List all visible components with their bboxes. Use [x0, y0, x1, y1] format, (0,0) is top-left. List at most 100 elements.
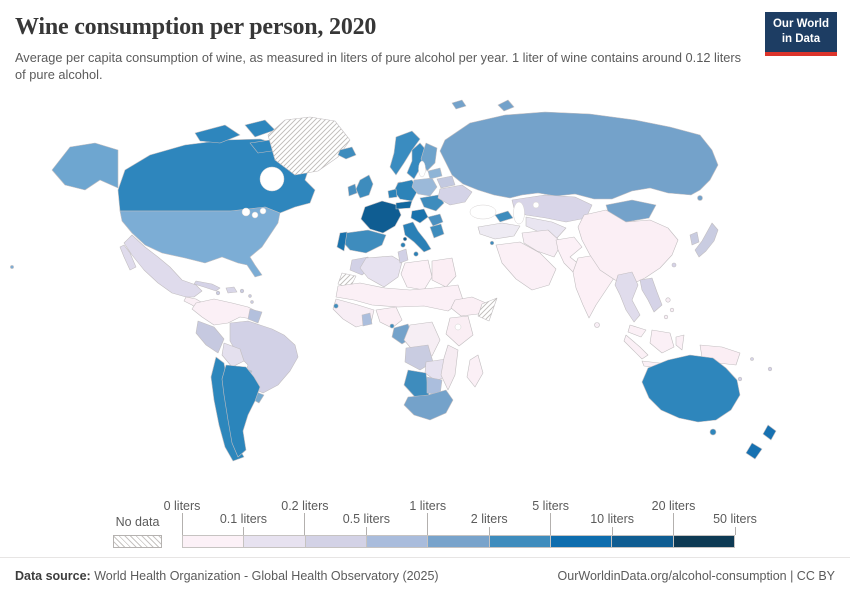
country-iceland[interactable]	[337, 146, 357, 160]
country-ethiopia[interactable]	[450, 296, 487, 317]
country-bolivia[interactable]	[221, 342, 245, 368]
country-taiwan[interactable]	[671, 262, 677, 268]
country-usa[interactable]	[119, 206, 281, 278]
country-philippines-2[interactable]	[669, 307, 675, 313]
country-norway[interactable]	[389, 130, 421, 176]
country-jamaica[interactable]	[215, 290, 221, 296]
country-portugal[interactable]	[336, 231, 348, 252]
country-philippines-3[interactable]	[663, 314, 669, 320]
country-hungary-romania[interactable]	[419, 194, 445, 212]
country-south-africa[interactable]	[403, 389, 454, 421]
country-serbia-bulgaria[interactable]	[427, 213, 444, 227]
country-france[interactable]	[360, 200, 402, 234]
country-svalbard[interactable]	[451, 99, 467, 110]
country-mexico[interactable]	[123, 234, 203, 298]
country-ireland[interactable]	[347, 183, 358, 197]
country-peru[interactable]	[195, 320, 225, 354]
legend-bin[interactable]	[243, 536, 305, 547]
legend-bin[interactable]	[611, 536, 673, 547]
country-new-caledonia[interactable]	[737, 376, 743, 382]
country-cuba[interactable]	[193, 280, 221, 292]
country-sweden[interactable]	[406, 142, 428, 180]
legend-bin[interactable]	[183, 536, 244, 547]
country-argentina[interactable]	[221, 364, 261, 458]
country-guinea-bissau[interactable]	[333, 303, 339, 309]
country-antilles-1[interactable]	[248, 294, 252, 298]
legend-bin[interactable]	[304, 536, 366, 547]
country-guyanas[interactable]	[247, 308, 263, 324]
country-sakhalin[interactable]	[697, 195, 703, 201]
country-japan[interactable]	[694, 222, 719, 258]
owid-logo-line2: in Data	[781, 32, 821, 45]
country-belarus[interactable]	[436, 175, 456, 189]
country-namibia[interactable]	[403, 369, 430, 398]
country-ukraine[interactable]	[437, 184, 473, 206]
country-sri-lanka[interactable]	[594, 322, 600, 328]
country-libya[interactable]	[400, 259, 433, 291]
country-eq-guinea[interactable]	[389, 323, 395, 329]
country-switzerland-austria[interactable]	[395, 200, 413, 210]
legend-tick-label: 5 liters	[532, 499, 570, 513]
country-spain[interactable]	[341, 229, 387, 254]
country-corsica[interactable]	[402, 236, 408, 242]
country-benelux[interactable]	[387, 188, 398, 199]
country-madagascar[interactable]	[466, 354, 484, 388]
country-alaska[interactable]	[51, 142, 119, 191]
country-algeria[interactable]	[359, 255, 403, 288]
country-sicily[interactable]	[413, 251, 419, 257]
country-hawaii[interactable]	[10, 265, 14, 269]
country-somalia[interactable]	[477, 297, 498, 322]
country-iran[interactable]	[521, 229, 563, 258]
country-solomon-islands[interactable]	[750, 357, 754, 361]
legend-bin[interactable]	[488, 536, 550, 547]
legend-bin[interactable]	[549, 536, 612, 547]
country-tasmania[interactable]	[709, 428, 717, 436]
legend-no-data-swatch[interactable]	[113, 535, 162, 548]
country-colombia-venezuela[interactable]	[191, 298, 257, 326]
country-georgia[interactable]	[494, 210, 514, 223]
country-hispaniola[interactable]	[225, 286, 238, 294]
country-fiji[interactable]	[767, 366, 773, 372]
legend-bin[interactable]	[427, 536, 489, 547]
country-baltics[interactable]	[427, 167, 443, 180]
country-novaya-zemlya[interactable]	[497, 99, 515, 112]
legend-bin[interactable]	[365, 536, 428, 547]
country-kenya-tanzania[interactable]	[445, 315, 474, 347]
country-new-zealand-south[interactable]	[745, 442, 763, 460]
country-cyprus[interactable]	[489, 240, 495, 246]
country-arabia[interactable]	[495, 241, 557, 291]
country-russia[interactable]	[439, 111, 719, 200]
country-indonesia-borneo[interactable]	[649, 329, 675, 354]
country-greenland[interactable]	[267, 116, 351, 176]
country-sardinia[interactable]	[400, 242, 406, 248]
country-malaysia[interactable]	[627, 324, 647, 338]
country-west-balkans[interactable]	[410, 208, 429, 224]
country-greece[interactable]	[429, 223, 445, 239]
country-italy[interactable]	[402, 221, 432, 253]
country-vietnam-laos[interactable]	[639, 277, 663, 313]
country-philippines-1[interactable]	[665, 297, 671, 303]
country-new-zealand-north[interactable]	[762, 424, 777, 441]
country-indonesia-sumatra[interactable]	[623, 334, 649, 360]
country-puerto-rico[interactable]	[239, 288, 245, 294]
license-link[interactable]: CC BY	[796, 569, 835, 583]
country-canada-arctic-1[interactable]	[194, 124, 241, 144]
country-tunisia[interactable]	[397, 248, 409, 264]
country-uk[interactable]	[355, 174, 374, 199]
country-mozambique[interactable]	[440, 344, 459, 391]
country-ghana[interactable]	[361, 312, 373, 327]
country-egypt[interactable]	[431, 257, 457, 288]
country-antilles-2[interactable]	[250, 300, 254, 304]
owid-logo[interactable]: Our World in Data	[764, 12, 837, 56]
legend-bin[interactable]	[672, 536, 734, 547]
country-indonesia-sulawesi[interactable]	[675, 334, 685, 351]
country-china[interactable]	[577, 209, 679, 286]
country-korea[interactable]	[689, 231, 700, 246]
owid-url-link[interactable]: OurWorldinData.org/alcohol-consumption	[557, 569, 787, 583]
country-mexico-baja[interactable]	[119, 244, 137, 271]
country-turkey[interactable]	[477, 222, 521, 240]
country-myanmar-thailand[interactable]	[614, 271, 641, 323]
data-source-value: World Health Organization - Global Healt…	[90, 569, 439, 583]
country-nigeria[interactable]	[375, 306, 403, 329]
country-australia[interactable]	[641, 354, 741, 423]
